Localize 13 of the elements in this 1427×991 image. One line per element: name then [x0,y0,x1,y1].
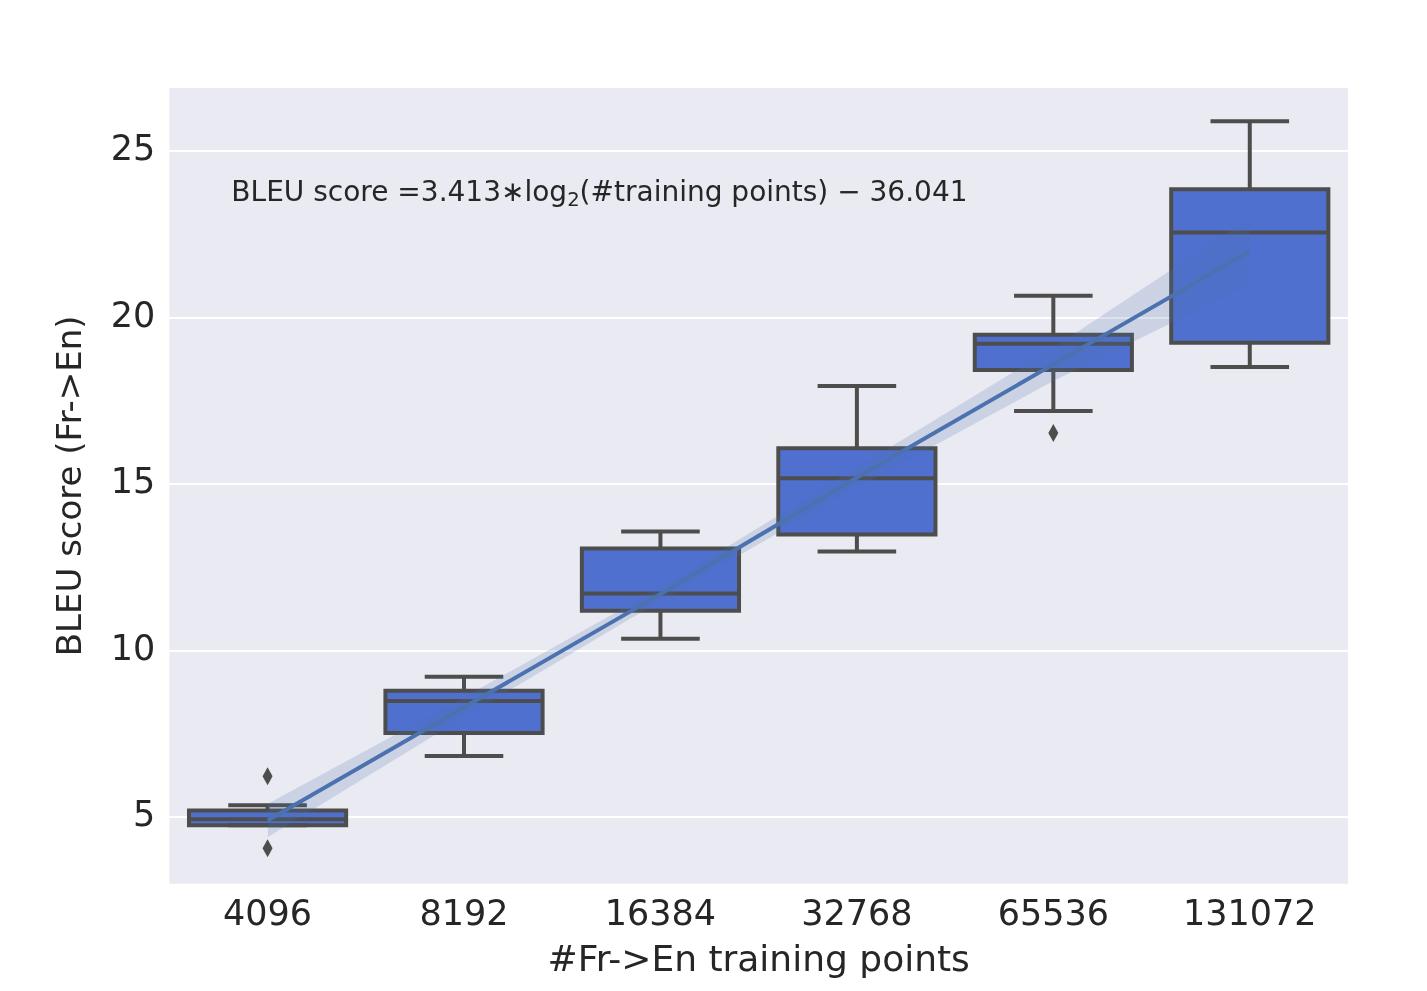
y-tick-label: 5 [133,794,156,835]
x-tick-label: 4096 [223,892,313,933]
x-tick-label: 16384 [604,892,717,933]
x-tick-label: 65536 [997,892,1110,933]
x-tick-label: 8192 [419,892,509,933]
y-axis-title: BLEU score (Fr->En) [49,315,90,657]
y-tick-label: 15 [110,461,156,502]
x-axis-title: #Fr->En training points [547,937,970,979]
x-tick-label: 32768 [801,892,913,933]
y-tick-label: 20 [110,294,156,335]
y-tick-label: 25 [110,128,156,169]
y-tick-label: 10 [110,627,156,668]
x-tick-label: 131072 [1182,892,1317,933]
